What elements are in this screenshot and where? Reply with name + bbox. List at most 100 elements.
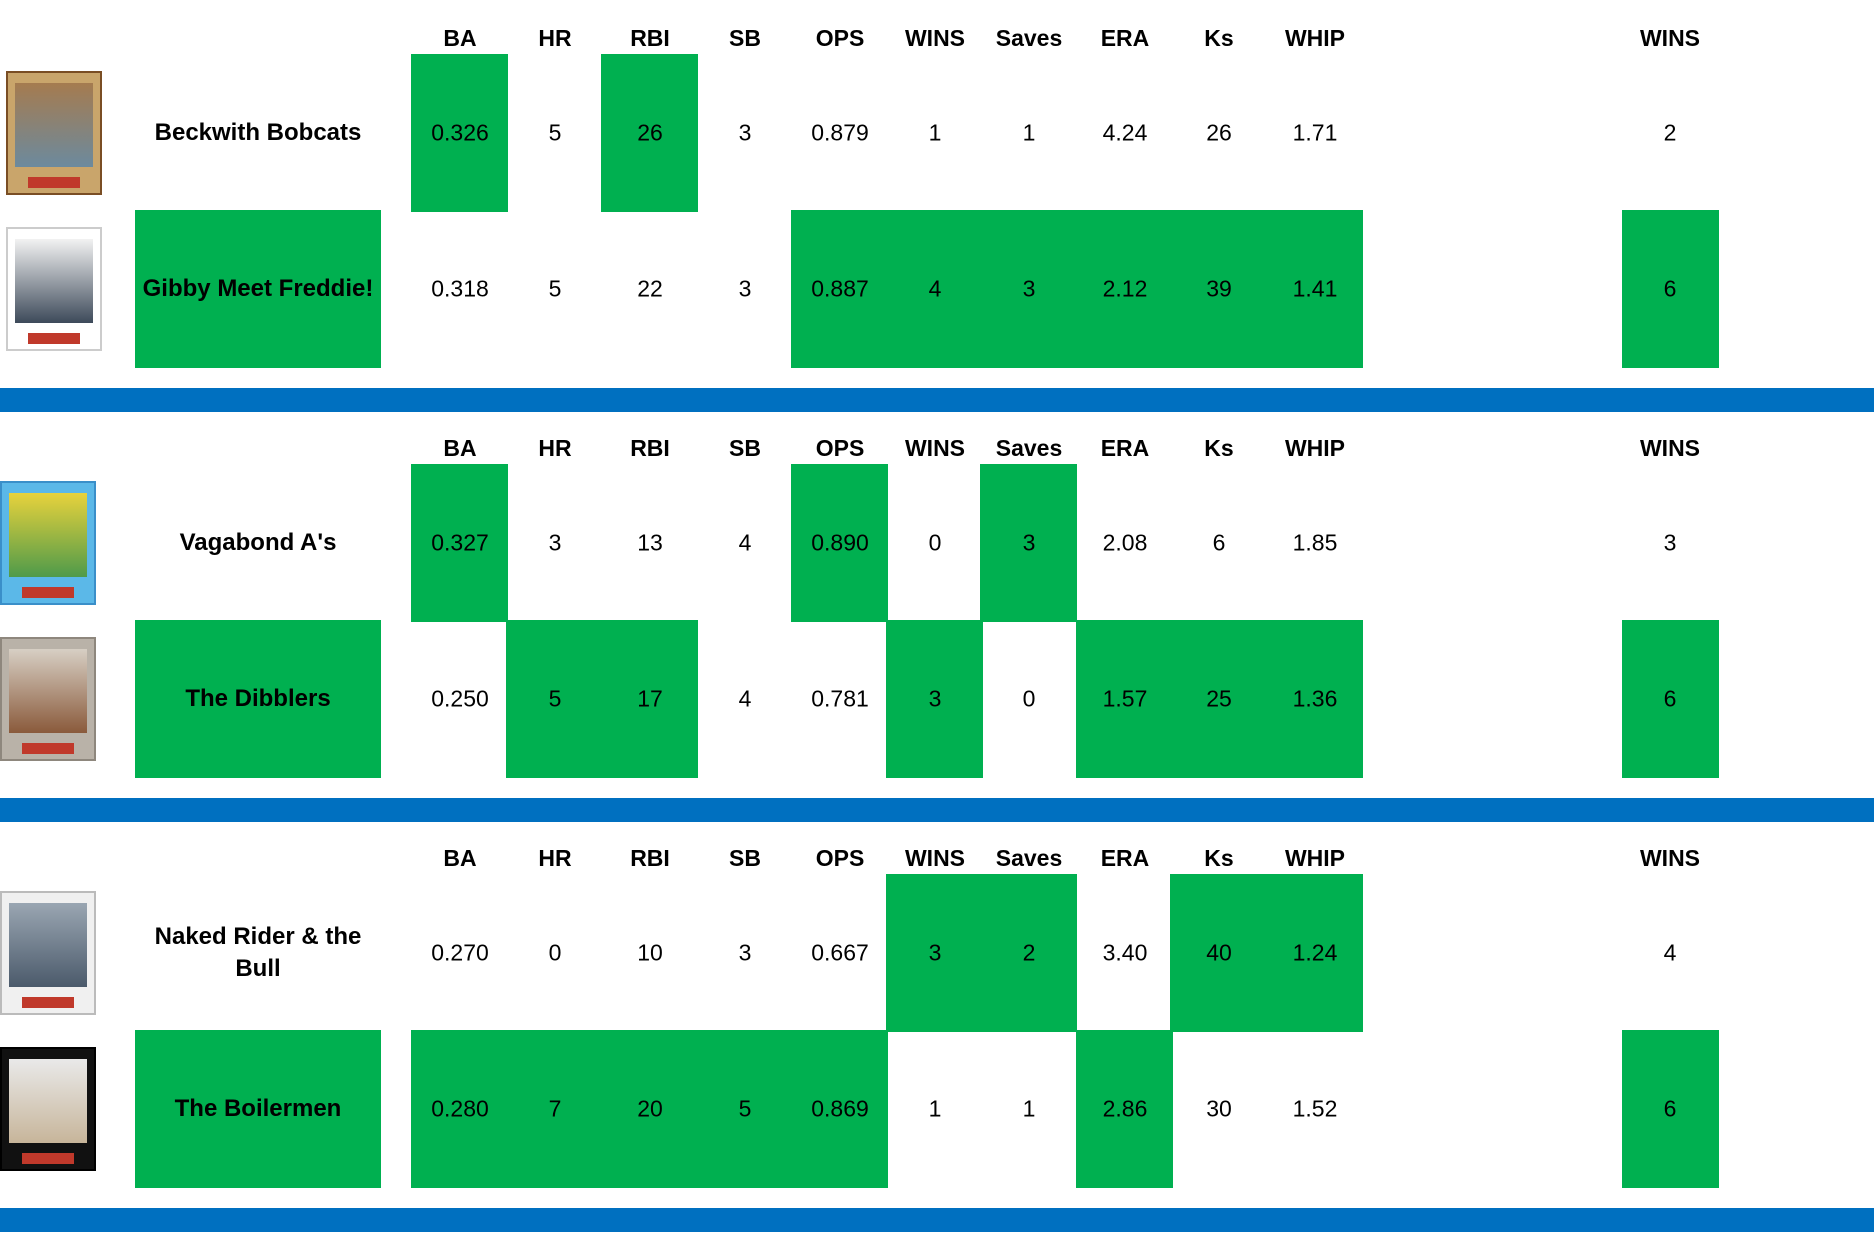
player-photo bbox=[9, 1058, 87, 1143]
card-nameplate bbox=[22, 997, 74, 1009]
stat-value: 1 bbox=[928, 119, 942, 146]
total-wins-header: WINS bbox=[1639, 435, 1701, 461]
section-divider bbox=[0, 1208, 1874, 1232]
stat-value: 0.280 bbox=[431, 1095, 489, 1122]
category-win-highlight bbox=[1076, 210, 1173, 368]
stat-value: 6 bbox=[1212, 529, 1226, 556]
category-win-highlight bbox=[886, 874, 983, 1032]
section-divider bbox=[0, 388, 1874, 412]
column-header: OPS bbox=[815, 435, 865, 461]
column-header: ERA bbox=[1100, 25, 1150, 51]
column-header: SB bbox=[729, 845, 761, 871]
category-win-highlight bbox=[980, 464, 1077, 622]
total-wins-highlight bbox=[1621, 1030, 1719, 1188]
category-win-highlight bbox=[411, 1030, 508, 1188]
column-header: HR bbox=[538, 25, 572, 51]
team-name: Naked Rider & the Bull bbox=[154, 923, 362, 982]
column-header: ERA bbox=[1100, 435, 1150, 461]
stat-value: 4 bbox=[928, 275, 942, 302]
card-nameplate bbox=[28, 177, 80, 189]
stat-value: 1.85 bbox=[1292, 529, 1338, 556]
player-card-image bbox=[6, 227, 102, 351]
stat-value: 5 bbox=[738, 1095, 752, 1122]
stat-value: 0 bbox=[1022, 685, 1036, 712]
category-win-highlight bbox=[1266, 620, 1363, 778]
team-name-highlight bbox=[135, 620, 381, 778]
player-photo bbox=[15, 82, 93, 167]
category-win-highlight bbox=[1266, 874, 1363, 1032]
column-header: Saves bbox=[995, 845, 1063, 871]
total-wins-header: WINS bbox=[1639, 25, 1701, 51]
stat-value: 0.327 bbox=[431, 529, 489, 556]
team-name: Beckwith Bobcats bbox=[154, 119, 362, 146]
stat-value: 2.86 bbox=[1102, 1095, 1148, 1122]
player-photo bbox=[9, 492, 87, 577]
team-name: Gibby Meet Freddie! bbox=[142, 275, 374, 302]
column-header: WINS bbox=[904, 435, 966, 461]
stat-value: 13 bbox=[637, 529, 663, 556]
stat-value: 1.41 bbox=[1292, 275, 1338, 302]
stat-value: 0.890 bbox=[811, 529, 869, 556]
player-card-image bbox=[0, 1047, 96, 1171]
column-header: BA bbox=[443, 435, 477, 461]
stat-value: 1.24 bbox=[1292, 939, 1338, 966]
category-win-highlight bbox=[980, 874, 1077, 1032]
card-nameplate bbox=[22, 1153, 74, 1165]
stat-value: 22 bbox=[637, 275, 663, 302]
category-win-highlight bbox=[1170, 210, 1267, 368]
column-header: Saves bbox=[995, 25, 1063, 51]
stat-value: 25 bbox=[1206, 685, 1232, 712]
stat-value: 0 bbox=[548, 939, 562, 966]
stat-value: 40 bbox=[1206, 939, 1232, 966]
total-wins-value: 3 bbox=[1663, 529, 1677, 556]
category-win-highlight bbox=[1266, 210, 1363, 368]
stat-value: 1.52 bbox=[1292, 1095, 1338, 1122]
column-header: RBI bbox=[630, 845, 670, 871]
column-header: WHIP bbox=[1284, 25, 1346, 51]
player-photo bbox=[15, 238, 93, 323]
player-card-image bbox=[6, 71, 102, 195]
category-win-highlight bbox=[1170, 620, 1267, 778]
stat-value: 10 bbox=[637, 939, 663, 966]
card-nameplate bbox=[22, 587, 74, 599]
total-wins-value: 6 bbox=[1663, 275, 1677, 302]
category-win-highlight bbox=[791, 464, 888, 622]
team-name: The Boilermen bbox=[174, 1095, 342, 1122]
column-header: WINS bbox=[904, 25, 966, 51]
stat-value: 3 bbox=[928, 939, 942, 966]
total-wins-highlight bbox=[1621, 210, 1719, 368]
stat-value: 4 bbox=[738, 685, 752, 712]
stat-value: 2.12 bbox=[1102, 275, 1148, 302]
stat-value: 3.40 bbox=[1102, 939, 1148, 966]
total-wins-header: WINS bbox=[1639, 845, 1701, 871]
stat-value: 1.36 bbox=[1292, 685, 1338, 712]
category-win-highlight bbox=[601, 620, 698, 778]
team-name: Vagabond A's bbox=[179, 529, 337, 556]
column-header: Ks bbox=[1204, 25, 1234, 51]
category-win-highlight bbox=[601, 54, 698, 212]
team-name: The Dibblers bbox=[185, 685, 331, 712]
stat-value: 39 bbox=[1206, 275, 1232, 302]
column-header: BA bbox=[443, 25, 477, 51]
column-header: ERA bbox=[1100, 845, 1150, 871]
category-win-highlight bbox=[1076, 1030, 1173, 1188]
column-header: HR bbox=[538, 845, 572, 871]
total-wins-highlight bbox=[1621, 620, 1719, 778]
stat-value: 2.08 bbox=[1102, 529, 1148, 556]
category-win-highlight bbox=[506, 1030, 603, 1188]
stat-value: 0.781 bbox=[811, 685, 869, 712]
stat-value: 7 bbox=[548, 1095, 562, 1122]
total-wins-value: 2 bbox=[1663, 119, 1677, 146]
total-wins-value: 4 bbox=[1663, 939, 1677, 966]
player-photo bbox=[9, 902, 87, 987]
stat-value: 1 bbox=[1022, 119, 1036, 146]
stat-value: 30 bbox=[1206, 1095, 1232, 1122]
category-win-highlight bbox=[886, 620, 983, 778]
stat-value: 3 bbox=[738, 939, 752, 966]
stat-value: 26 bbox=[1206, 119, 1232, 146]
stat-value: 5 bbox=[548, 685, 562, 712]
category-win-highlight bbox=[1076, 620, 1173, 778]
player-card-image bbox=[0, 891, 96, 1015]
stat-value: 0.318 bbox=[431, 275, 489, 302]
card-nameplate bbox=[22, 743, 74, 755]
